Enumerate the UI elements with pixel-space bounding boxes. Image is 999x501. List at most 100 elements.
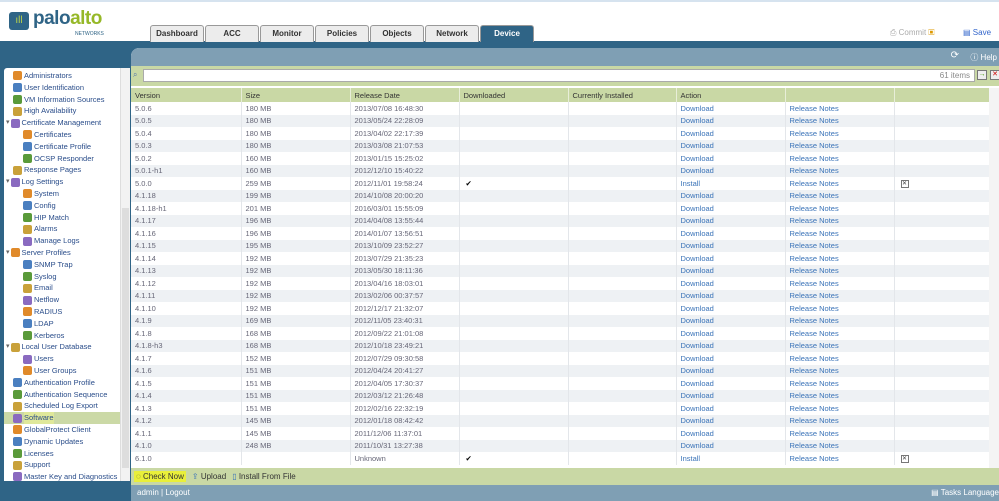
sidebar-item-high-availability[interactable]: High Availability: [4, 105, 130, 117]
sidebar-item-users[interactable]: Users: [4, 353, 130, 365]
sidebar-item-user-groups[interactable]: User Groups: [4, 365, 130, 377]
expand-arrow-icon[interactable]: ▾: [6, 119, 10, 127]
sidebar-item-ocsp-responder[interactable]: OCSP Responder: [4, 153, 130, 165]
column-header[interactable]: Downloaded: [459, 88, 569, 102]
release-notes-link[interactable]: Release Notes: [789, 141, 839, 151]
download-link[interactable]: Download: [680, 378, 714, 388]
install-link[interactable]: Install: [680, 453, 701, 463]
download-link[interactable]: Download: [680, 291, 714, 301]
release-notes-link[interactable]: Release Notes: [789, 241, 839, 251]
apply-filter-icon[interactable]: →: [977, 70, 987, 80]
download-link[interactable]: Download: [680, 141, 714, 151]
install-from-file-button[interactable]: ▯ Install From File: [232, 472, 296, 481]
release-notes-link[interactable]: Release Notes: [789, 403, 839, 413]
release-notes-link[interactable]: Release Notes: [789, 303, 839, 313]
sidebar-item-vm-information-sources[interactable]: VM Information Sources: [4, 94, 130, 106]
download-link[interactable]: Download: [680, 191, 714, 201]
download-link[interactable]: Download: [680, 266, 714, 276]
release-notes-link[interactable]: Release Notes: [789, 391, 839, 401]
release-notes-link[interactable]: Release Notes: [789, 116, 839, 126]
release-notes-link[interactable]: Release Notes: [789, 341, 839, 351]
sidebar-item-alarms[interactable]: Alarms: [4, 223, 130, 235]
column-header[interactable]: Size: [241, 88, 351, 102]
download-link[interactable]: Download: [680, 416, 714, 426]
release-notes-link[interactable]: Release Notes: [789, 316, 839, 326]
sidebar-item-ldap[interactable]: LDAP: [4, 318, 130, 330]
tab-acc[interactable]: ACC: [205, 25, 259, 42]
commit-button[interactable]: ⎙ Commit ▣: [890, 28, 935, 38]
release-notes-link[interactable]: Release Notes: [789, 416, 839, 426]
download-link[interactable]: Download: [680, 103, 714, 113]
column-header[interactable]: Release Date: [350, 88, 460, 102]
tab-device[interactable]: Device: [480, 25, 534, 42]
sidebar-item-authentication-profile[interactable]: Authentication Profile: [4, 377, 130, 389]
column-header[interactable]: Currently Installed: [568, 88, 677, 102]
install-link[interactable]: Install: [680, 178, 701, 188]
delete-icon[interactable]: ✕: [900, 455, 909, 464]
sidebar-item-snmp-trap[interactable]: SNMP Trap: [4, 259, 130, 271]
download-link[interactable]: Download: [680, 328, 714, 338]
release-notes-link[interactable]: Release Notes: [789, 428, 839, 438]
release-notes-link[interactable]: Release Notes: [789, 291, 839, 301]
sidebar-item-software[interactable]: Software: [4, 412, 130, 424]
sidebar-item-response-pages[interactable]: Response Pages: [4, 164, 130, 176]
sidebar-item-globalprotect-client[interactable]: GlobalProtect Client: [4, 424, 130, 436]
refresh-icon[interactable]: ⟳: [950, 50, 959, 61]
filter-input[interactable]: 61 items: [143, 69, 975, 82]
download-link[interactable]: Download: [680, 366, 714, 376]
release-notes-link[interactable]: Release Notes: [789, 191, 839, 201]
column-header[interactable]: Action: [676, 88, 786, 102]
check-now-button[interactable]: ◌ Check Now: [134, 471, 186, 482]
sidebar-item-log-settings[interactable]: ▾ Log Settings: [4, 176, 130, 188]
release-notes-link[interactable]: Release Notes: [789, 266, 839, 276]
sidebar-item-administrators[interactable]: Administrators: [4, 70, 130, 82]
download-link[interactable]: Download: [680, 441, 714, 451]
release-notes-link[interactable]: Release Notes: [789, 441, 839, 451]
sidebar-item-master-key-and-diagnostics[interactable]: Master Key and Diagnostics: [4, 471, 130, 483]
sidebar-item-dynamic-updates[interactable]: Dynamic Updates: [4, 436, 130, 448]
download-link[interactable]: Download: [680, 303, 714, 313]
tab-dashboard[interactable]: Dashboard: [150, 25, 204, 42]
release-notes-link[interactable]: Release Notes: [789, 228, 839, 238]
expand-arrow-icon[interactable]: ▾: [6, 178, 10, 186]
release-notes-link[interactable]: Release Notes: [789, 366, 839, 376]
download-link[interactable]: Download: [680, 391, 714, 401]
download-link[interactable]: Download: [680, 428, 714, 438]
tab-monitor[interactable]: Monitor: [260, 25, 314, 42]
release-notes-link[interactable]: Release Notes: [789, 278, 839, 288]
sidebar-item-user-identification[interactable]: User Identification: [4, 82, 130, 94]
download-link[interactable]: Download: [680, 341, 714, 351]
upload-button[interactable]: ⇪ Upload: [192, 472, 226, 481]
release-notes-link[interactable]: Release Notes: [789, 128, 839, 138]
release-notes-link[interactable]: Release Notes: [789, 203, 839, 213]
language-link[interactable]: Language: [963, 488, 999, 497]
release-notes-link[interactable]: Release Notes: [789, 153, 839, 163]
table-scrollbar[interactable]: [989, 88, 999, 468]
column-header[interactable]: [894, 88, 992, 102]
download-link[interactable]: Download: [680, 403, 714, 413]
release-notes-link[interactable]: Release Notes: [789, 378, 839, 388]
download-link[interactable]: Download: [680, 278, 714, 288]
sidebar-item-certificate-profile[interactable]: Certificate Profile: [4, 141, 130, 153]
release-notes-link[interactable]: Release Notes: [789, 178, 839, 188]
clear-filter-icon[interactable]: ✕: [990, 70, 999, 80]
sidebar-item-system[interactable]: System: [4, 188, 130, 200]
download-link[interactable]: Download: [680, 153, 714, 163]
release-notes-link[interactable]: Release Notes: [789, 253, 839, 263]
sidebar-item-syslog[interactable]: Syslog: [4, 271, 130, 283]
sidebar-item-licenses[interactable]: Licenses: [4, 448, 130, 460]
column-header[interactable]: [785, 88, 895, 102]
sidebar-item-kerberos[interactable]: Kerberos: [4, 330, 130, 342]
tasks-link[interactable]: Tasks: [940, 488, 962, 497]
download-link[interactable]: Download: [680, 203, 714, 213]
sidebar-item-certificates[interactable]: Certificates: [4, 129, 130, 141]
tab-network[interactable]: Network: [425, 25, 479, 42]
delete-icon[interactable]: ✕: [900, 180, 909, 189]
lock-icon[interactable]: ▣: [928, 28, 935, 37]
sidebar-item-email[interactable]: Email: [4, 282, 130, 294]
download-link[interactable]: Download: [680, 228, 714, 238]
tab-objects[interactable]: Objects: [370, 25, 424, 42]
download-link[interactable]: Download: [680, 241, 714, 251]
download-link[interactable]: Download: [680, 316, 714, 326]
sidebar-item-server-profiles[interactable]: ▾ Server Profiles: [4, 247, 130, 259]
